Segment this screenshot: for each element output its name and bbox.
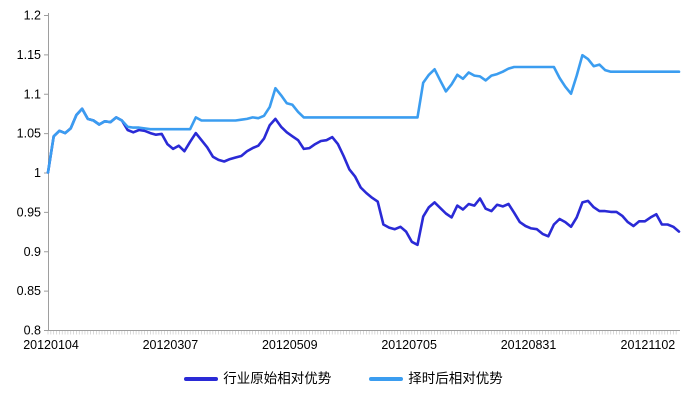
chart-legend: 行业原始相对优势 择时后相对优势 [0, 372, 687, 386]
line-chart: 0.8 0.85 0.9 0.95 1 1.05 1.1 1.15 1.2 20120104 201… [17, 9, 681, 352]
y-axis-label: 1.2 [24, 9, 41, 23]
x-axis-label: 20120705 [381, 338, 437, 352]
x-axis-label: 20120307 [143, 338, 199, 352]
y-axis-label: 0.8 [24, 324, 41, 338]
y-axis-label: 1.15 [17, 48, 41, 62]
x-axis-label: 20121102 [621, 338, 676, 352]
legend-line-original-icon [184, 376, 219, 381]
legend-item-original: 行业原始相对优势 [184, 372, 331, 386]
y-axis-label: 0.95 [17, 205, 41, 219]
x-axis-label: 20120104 [23, 338, 79, 352]
y-axis-label: 1.05 [17, 127, 41, 141]
y-axis-label: 0.9 [24, 245, 41, 259]
x-axis-label: 20120831 [501, 338, 557, 352]
series-line-timed [46, 53, 681, 174]
y-axis-label: 1.1 [24, 87, 41, 101]
legend-line-timed-icon [369, 376, 404, 381]
y-axis-label: 0.85 [17, 284, 41, 298]
series-line-original [46, 107, 681, 247]
legend-label-timed: 择时后相对优势 [408, 371, 503, 386]
legend-item-timed: 择时后相对优势 [369, 372, 503, 386]
y-axis-label: 1 [34, 166, 41, 180]
legend-label-original: 行业原始相对优势 [223, 371, 332, 386]
x-axis-label: 20120509 [262, 338, 318, 352]
